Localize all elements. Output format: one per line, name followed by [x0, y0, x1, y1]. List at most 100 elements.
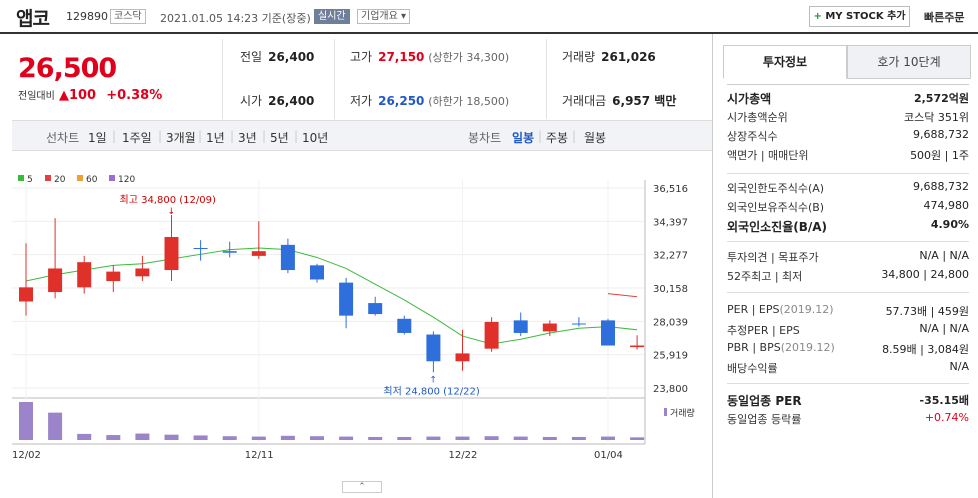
info-row: PER | EPS(2019.12) 57.73배 | 459원 — [727, 301, 969, 320]
divider — [727, 292, 969, 293]
info-row: 외국인소진율(B/A) 4.90% — [727, 216, 969, 235]
change-amount: 100 — [68, 88, 97, 103]
period-1d[interactable]: 1일 — [88, 131, 107, 145]
prev-close: 전일 26,400 — [240, 50, 315, 64]
down-arrow-icon: ↓ — [168, 207, 176, 217]
info-label: 52주최고 | 최저 — [727, 270, 803, 283]
period-5y[interactable]: 5년 — [270, 131, 289, 145]
volume-bar — [397, 436, 412, 440]
candle-daily[interactable]: 일봉 — [512, 131, 535, 145]
ma5-line — [25, 247, 638, 345]
info-value: 9,688,732 — [913, 128, 969, 141]
legend-swatch — [18, 175, 24, 181]
volume-label: 거래량 — [670, 407, 695, 419]
volume-bar — [484, 436, 499, 440]
info-row: 상장주식수 9,688,732 — [727, 126, 969, 145]
price-chart[interactable]: 5 20 60 120 36,516 34,397 32,277 30,158 28,039 25… — [0, 160, 712, 480]
info-row: 투자의견 | 목표주가 N/A | N/A — [727, 247, 969, 266]
candle-body — [368, 303, 383, 315]
current-price: 26,500 — [18, 53, 117, 84]
chart-background — [12, 160, 712, 480]
volume-bar — [513, 436, 528, 440]
y-tick-label: 32,277 — [653, 251, 688, 262]
info-value: 474,980 — [923, 199, 970, 212]
y-tick-label: 25,919 — [653, 351, 688, 362]
candle-body — [571, 323, 586, 325]
legend-label: 60 — [86, 175, 98, 185]
line-chart-label[interactable]: 선차트 — [46, 131, 80, 145]
low-annotation: 최저 24,800 (12/22) — [383, 385, 479, 397]
candle-chart-label[interactable]: 봉차트 — [468, 131, 502, 145]
candle-body — [193, 248, 208, 250]
add-mystock-button[interactable]: + MY STOCK 추가 — [809, 6, 910, 27]
chevron-up-icon: ⌃ — [358, 482, 366, 492]
period-bar: 선차트 1일 | 1주일 | 3개월 | 1년 | 3년 | 5년 | 10년 … — [12, 121, 712, 151]
divider — [727, 173, 969, 174]
info-label: 외국인소진율(B/A) — [727, 220, 828, 234]
quick-order-link[interactable]: 빠른주문 — [924, 11, 965, 24]
volume-bar — [48, 412, 63, 440]
stock-code: 129890 — [66, 10, 108, 23]
company-overview-dropdown[interactable]: 기업개요 ▾ — [357, 9, 411, 24]
volume-bar — [368, 436, 383, 440]
candle-body — [542, 323, 557, 332]
tab-quote-10[interactable]: 호가 10단계 — [847, 45, 971, 79]
x-tick-label: 12/02 — [12, 450, 41, 461]
chevron-down-icon: ▾ — [401, 11, 407, 22]
x-tick-label: 12/22 — [449, 450, 478, 461]
info-value: 8.59배 | 3,084원 — [882, 343, 969, 356]
period-1y[interactable]: 1년 — [206, 131, 225, 145]
info-value: -35.15배 — [919, 394, 969, 407]
foreign-holding-group: 외국인한도주식수(A) 9,688,732 외국인보유주식수(B) 474,980 외국… — [727, 178, 969, 235]
candle-body — [19, 287, 33, 302]
live-badge[interactable]: 실시간 — [314, 9, 350, 24]
legend-label: 20 — [54, 175, 66, 185]
y-tick-label: 36,516 — [653, 184, 688, 195]
stock-name: 앱코 — [16, 8, 50, 30]
info-row: 추정PER | EPS N/A | N/A — [727, 320, 969, 339]
info-row: 외국인보유주식수(B) 474,980 — [727, 197, 969, 216]
period-3y[interactable]: 3년 — [238, 131, 257, 145]
info-row: 52주최고 | 최저 34,800 | 24,800 — [727, 266, 969, 285]
volume-bar — [571, 436, 586, 440]
info-row: 시가총액순위 코스닥 351위 — [727, 107, 969, 126]
candle-body — [106, 271, 121, 282]
candle-body — [251, 251, 266, 256]
market-badge: 코스닥 — [110, 9, 146, 24]
change-label: 전일대비 — [18, 91, 55, 102]
candle-body — [310, 265, 324, 280]
x-tick-label: 12/11 — [245, 450, 274, 461]
candle-monthly[interactable]: 월봉 — [584, 131, 607, 145]
period-3m[interactable]: 3개월 — [166, 131, 196, 145]
stock-header: 앱코 129890 코스닥 2021.01.05 14:23 기준(장중) 실시… — [0, 0, 978, 34]
legend-swatch — [77, 175, 83, 181]
divider — [727, 383, 969, 384]
volume-bar — [542, 436, 557, 440]
change-percent: +0.38% — [106, 88, 163, 103]
company-overview-label: 기업개요 — [361, 11, 398, 22]
period-1w[interactable]: 1주일 — [122, 131, 152, 145]
info-row: 동일업종 등락률 +0.74% — [727, 409, 969, 428]
volume-bar — [77, 433, 92, 440]
candle-weekly[interactable]: 주봉 — [546, 131, 569, 145]
info-value: +0.74% — [924, 411, 969, 424]
info-label: 추정PER | EPS — [727, 324, 800, 337]
candle-body — [280, 244, 295, 271]
volume-bar — [222, 436, 237, 440]
legend-swatch — [45, 175, 51, 181]
valuation-group: PER | EPS(2019.12) 57.73배 | 459원 추정PER | E… — [727, 301, 969, 377]
candle-body — [397, 318, 412, 333]
period-10y[interactable]: 10년 — [302, 131, 329, 145]
info-value: 34,800 | 24,800 — [881, 268, 969, 281]
tab-invest-info[interactable]: 투자정보 — [723, 45, 847, 79]
legend-label: 120 — [118, 175, 135, 185]
price-summary: 26,500 전일대비 ▲100 +0.38% 전일 26,400 시가 26,40… — [12, 39, 712, 121]
invest-info-panel: 투자정보 호가 10단계 시가총액 2,572억원 시가총액순위 코스닥 351위 상장… — [712, 34, 978, 498]
info-value: 코스닥 351위 — [904, 111, 969, 124]
info-row: 동일업종 PER -35.15배 — [727, 390, 969, 409]
info-value: N/A — [949, 360, 969, 373]
candle-body — [164, 237, 179, 271]
collapse-handle[interactable]: ⌃ — [342, 481, 382, 493]
info-label: 액면가 | 매매단위 — [727, 149, 809, 162]
volume-bar — [19, 402, 33, 440]
